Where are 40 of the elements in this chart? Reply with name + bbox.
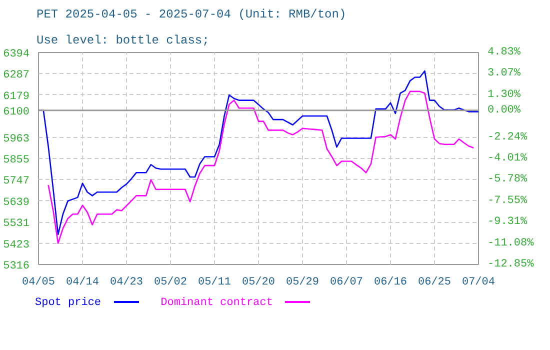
x-tick-label: 05/02 [154,276,188,288]
x-tick-label: 04/23 [110,276,144,288]
chart-title: PET 2025-04-05 - 2025-07-04 (Unit: RMB/ton) [36,8,346,22]
y2-tick-label: -2.24% [488,131,528,144]
legend-label: Dominant contract [160,297,273,309]
y-tick-label: 5531 [3,218,30,230]
y2-tick-label: -4.01% [488,152,528,164]
y2-tick-label: -12.85% [488,258,534,270]
y2-tick-label: 1.30% [488,88,521,101]
legend-item: Spot price [35,297,139,309]
chart-subtitle: Use level: bottle class; [36,34,210,48]
x-tick-label: 06/25 [418,276,452,288]
y2-tick-label: 0.00% [488,104,521,116]
x-tick-label: 06/16 [374,276,408,288]
legend-item: Dominant contract [160,297,310,309]
y2-tick-label: -11.08% [488,237,534,250]
y-tick-label: 5855 [3,154,30,166]
y-tick-label: 5747 [3,176,30,188]
x-tick-label: 05/11 [198,276,232,288]
x-tick-label: 06/07 [330,276,364,288]
line-series [48,90,474,244]
y-tick-label: 5963 [3,133,30,146]
y2-tick-label: -9.31% [488,216,528,228]
y-tick-label: 6287 [3,70,30,82]
x-tick-label: 04/05 [22,276,56,288]
y2-tick-label: -7.55% [488,194,528,207]
y-tick-label: 6179 [3,90,30,103]
y-tick-label: 6100 [3,106,30,118]
legend-label: Spot price [35,297,102,309]
x-tick-label: 07/04 [462,276,496,288]
y-tick-label: 6394 [3,48,30,60]
y2-tick-label: 4.83% [488,46,521,58]
x-tick-label: 04/14 [66,276,100,288]
x-tick-label: 05/29 [286,276,320,288]
y2-tick-label: -5.78% [488,174,528,186]
y-tick-label: 5423 [3,239,30,252]
y-tick-label: 5316 [3,260,30,272]
x-tick-label: 05/20 [242,276,276,288]
y2-tick-label: 3.07% [488,68,521,80]
y-tick-label: 5639 [3,196,30,209]
